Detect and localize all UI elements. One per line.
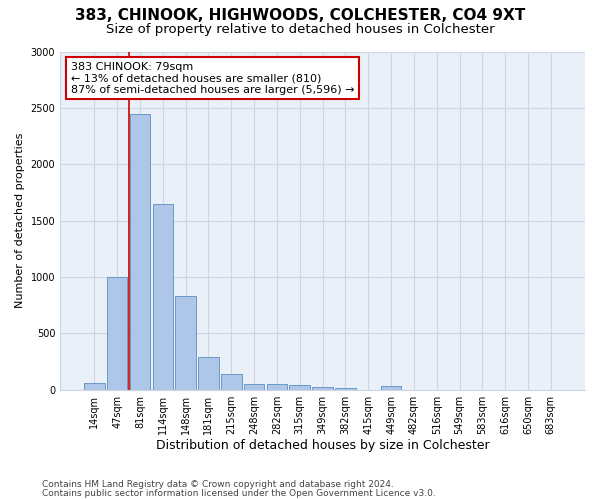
Bar [313, 387, 333, 390]
Bar [84, 383, 104, 390]
Y-axis label: Number of detached properties: Number of detached properties [15, 133, 25, 308]
Text: 383 CHINOOK: 79sqm
← 13% of detached houses are smaller (810)
87% of semi-detach: 383 CHINOOK: 79sqm ← 13% of detached hou… [71, 62, 354, 95]
Text: Contains public sector information licensed under the Open Government Licence v3: Contains public sector information licen… [42, 489, 436, 498]
Bar [266, 384, 287, 390]
Bar [244, 384, 265, 390]
X-axis label: Distribution of detached houses by size in Colchester: Distribution of detached houses by size … [156, 440, 490, 452]
Text: 383, CHINOOK, HIGHWOODS, COLCHESTER, CO4 9XT: 383, CHINOOK, HIGHWOODS, COLCHESTER, CO4… [75, 8, 525, 22]
Bar [289, 385, 310, 390]
Bar [221, 374, 242, 390]
Text: Contains HM Land Registry data © Crown copyright and database right 2024.: Contains HM Land Registry data © Crown c… [42, 480, 394, 489]
Bar [152, 204, 173, 390]
Bar [335, 388, 356, 390]
Bar [175, 296, 196, 390]
Bar [130, 114, 150, 390]
Bar [198, 357, 219, 390]
Bar [381, 386, 401, 390]
Bar [107, 277, 127, 390]
Text: Size of property relative to detached houses in Colchester: Size of property relative to detached ho… [106, 22, 494, 36]
